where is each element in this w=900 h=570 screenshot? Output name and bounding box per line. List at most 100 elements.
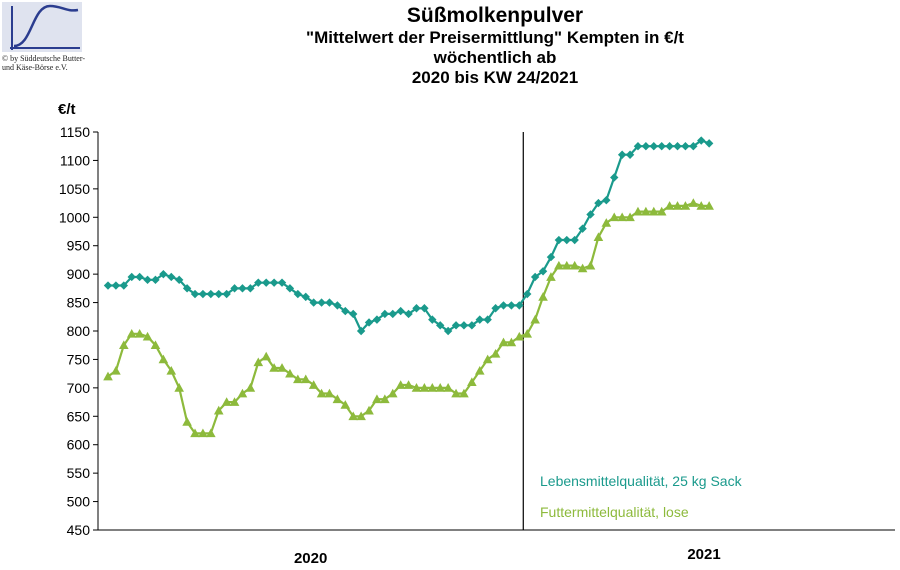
chart-title: Süßmolkenpulver xyxy=(406,4,584,27)
data-point xyxy=(269,278,279,287)
data-point xyxy=(190,428,200,438)
data-point xyxy=(387,388,398,398)
x-label-2020: 2020 xyxy=(294,550,327,567)
data-point xyxy=(396,306,405,316)
data-point xyxy=(324,388,335,398)
data-point xyxy=(506,337,517,347)
data-point xyxy=(277,278,287,287)
data-point xyxy=(641,142,651,151)
data-point xyxy=(127,272,136,282)
data-point xyxy=(182,284,192,293)
data-point xyxy=(459,388,469,398)
data-point xyxy=(119,281,129,290)
data-point xyxy=(182,417,192,426)
y-tick-label: 1100 xyxy=(60,152,90,168)
data-point xyxy=(380,309,390,319)
logo-caption: © by Süddeutsche Butter- und Käse-Börse … xyxy=(2,54,92,72)
data-point xyxy=(111,366,121,375)
data-point xyxy=(364,405,374,415)
data-point xyxy=(229,397,240,406)
y-tick-label: 500 xyxy=(67,494,91,510)
data-point xyxy=(467,377,477,387)
data-point xyxy=(586,210,595,219)
data-point xyxy=(585,260,596,270)
data-point xyxy=(538,292,548,301)
y-tick-label: 700 xyxy=(67,380,91,396)
data-point xyxy=(649,142,658,151)
data-point xyxy=(578,224,587,233)
data-point xyxy=(221,397,232,406)
data-point xyxy=(309,298,318,307)
data-point xyxy=(158,354,169,364)
data-point xyxy=(111,281,121,290)
data-point xyxy=(349,309,358,319)
chart-subtitle-2: wöchentlich ab xyxy=(433,48,557,67)
data-point xyxy=(617,150,627,159)
data-point xyxy=(333,301,342,310)
data-point xyxy=(198,428,208,438)
data-point xyxy=(648,206,659,216)
data-point xyxy=(625,150,635,159)
data-point xyxy=(601,218,612,227)
legend-entry-2: Futtermittelqualität, lose xyxy=(540,504,689,520)
legend-entry-1: Lebensmittelqualität, 25 kg Sack xyxy=(540,473,743,489)
data-point xyxy=(254,278,263,287)
data-point xyxy=(150,340,161,350)
data-point xyxy=(174,275,184,285)
data-point xyxy=(530,272,540,282)
data-point xyxy=(356,411,366,421)
data-point xyxy=(341,306,350,316)
data-point xyxy=(340,400,351,409)
data-point xyxy=(688,198,699,207)
data-point xyxy=(657,142,666,151)
data-point xyxy=(554,235,564,245)
data-point xyxy=(167,272,176,282)
data-point xyxy=(166,366,177,375)
data-point xyxy=(704,139,714,148)
data-point xyxy=(633,206,643,216)
data-point xyxy=(348,411,359,421)
data-point xyxy=(143,275,152,285)
data-point xyxy=(332,394,343,404)
data-point xyxy=(697,136,706,145)
y-tick-label: 450 xyxy=(67,522,91,538)
chart-header: Süßmolkenpulver "Mittelwert der Preiserm… xyxy=(150,4,840,88)
data-point xyxy=(301,292,310,302)
data-point xyxy=(594,198,603,208)
data-point xyxy=(317,298,326,307)
data-point xyxy=(507,301,516,310)
data-point xyxy=(262,278,271,287)
data-point xyxy=(499,301,508,310)
data-point xyxy=(451,321,461,330)
data-point xyxy=(467,321,477,330)
data-point xyxy=(546,272,556,281)
data-point xyxy=(474,366,485,375)
data-point xyxy=(459,321,469,330)
data-point xyxy=(403,380,414,389)
data-point xyxy=(491,304,500,313)
data-point xyxy=(436,321,445,330)
data-point xyxy=(190,289,200,299)
y-tick-label: 650 xyxy=(67,408,91,424)
data-point xyxy=(277,363,287,372)
data-point xyxy=(404,309,413,319)
logo: © by Süddeutsche Butter- und Käse-Börse … xyxy=(2,2,88,78)
x-label-2021: 2021 xyxy=(687,546,720,563)
data-point xyxy=(641,206,651,216)
data-point xyxy=(665,142,674,151)
data-point xyxy=(316,388,327,398)
sine-curve-logo-icon xyxy=(2,2,82,52)
data-point xyxy=(103,281,113,290)
series-line-2 xyxy=(107,201,710,435)
data-point xyxy=(427,383,438,392)
data-point xyxy=(664,201,675,210)
data-point xyxy=(428,315,437,324)
data-point xyxy=(689,142,698,151)
data-point xyxy=(388,309,397,319)
data-point xyxy=(680,201,691,210)
data-point xyxy=(475,315,484,324)
data-point xyxy=(419,383,430,392)
data-point xyxy=(119,340,129,350)
data-point xyxy=(269,363,279,372)
data-point xyxy=(253,357,264,367)
